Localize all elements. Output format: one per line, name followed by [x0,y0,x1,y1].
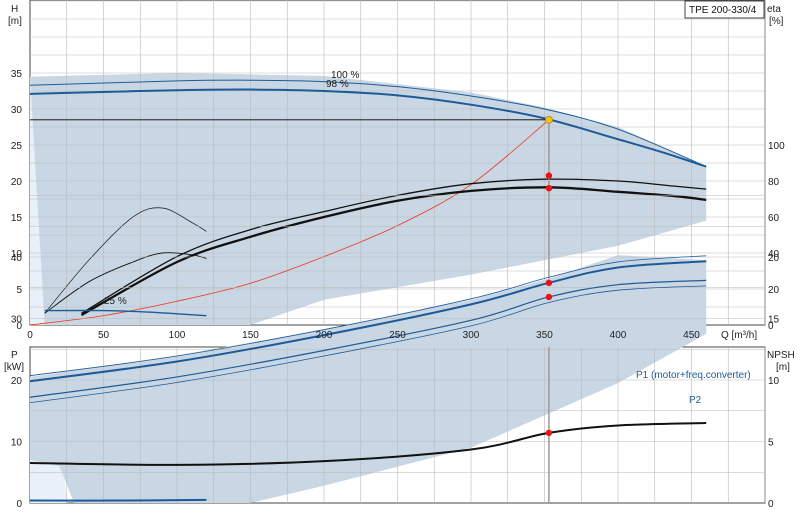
top-curves-layer [29,79,707,326]
duty-power-marker-2 [545,293,553,301]
annotation-25-percent: 25 % [104,296,127,307]
head-curve-25 [44,309,207,317]
y-left-tick-top: 35 [11,69,23,80]
y-right-tick-bottom: 0 [768,499,774,510]
x-tick-label: 50 [98,330,110,341]
y-right-tick-bottom: 15 [768,315,780,326]
duty-point-marker [545,115,553,124]
x-tick-label: 250 [389,330,406,341]
y-left-tick-bottom: 30 [11,315,23,326]
system-curve [29,119,550,326]
y-right-tick-top: 0 [768,321,774,332]
x-tick-label: 200 [316,330,333,341]
y-right-tick-top: 100 [768,141,785,152]
y-right-label-bottom: NPSH [767,350,795,361]
y-right-tick-top: 80 [768,177,780,188]
head-curve-100 [29,79,707,168]
p2-curve-inner [29,285,707,404]
p1-curve [29,260,707,383]
p1-curve-outer [29,255,707,377]
operating-range-bottom [30,255,707,503]
y-right-tick-top: 40 [768,249,780,260]
y-right-tick-bottom: 5 [768,438,774,449]
y-left-tick-bottom: 10 [11,438,23,449]
y-left-tick-top: 10 [11,249,23,260]
y-right-tick-bottom: 20 [768,253,780,264]
duty-power-marker-1 [545,279,553,287]
eta-curve-low-1 [44,207,207,314]
x-tick-label: 450 [683,330,700,341]
head-curve-98 [29,88,707,168]
y-right-unit-top: [%] [769,16,784,27]
annotation-100-percent: 100 % [331,70,359,81]
x-tick-label: 300 [463,330,480,341]
y-left-tick-top: 15 [11,213,23,224]
npsh-curve [29,422,707,466]
y-left-label-bottom: P [11,350,18,361]
y-right-tick-top: 60 [768,213,780,224]
y-left-tick-top: 0 [16,321,22,332]
y-left-tick-bottom: 20 [11,376,23,387]
duty-eta-marker-2 [545,185,553,192]
tick-labels-layer: 0 50 100 150 200 250 300 350 400 4500510152025303… [11,69,785,510]
x-tick-label: 150 [242,330,259,341]
p2-curve [29,279,707,398]
bottom-curves-layer [29,255,707,503]
y-right-tick-bottom: 10 [768,376,780,387]
eta-curve-2 [80,186,707,317]
y-left-tick-bottom: 40 [11,253,23,264]
bottom-fill-layer [30,255,707,503]
title-box [684,0,765,19]
series-label-p1: P1 (motor+freq.converter) [636,370,751,381]
eta-curve-1 [81,178,707,314]
y-left-label-top: H [11,4,18,15]
x-axis-label: Q [m³/h] [721,330,757,341]
x-tick-label: 400 [610,330,627,341]
x-tick-label: 100 [169,330,186,341]
y-right-label-top: eta [767,4,781,15]
x-tick-label: 0 [27,330,33,341]
x-tick-label: 350 [536,330,553,341]
annotation-98-percent: 98 % [326,79,349,90]
duty-eta-marker-1 [545,172,553,179]
y-left-tick-top: 25 [11,141,23,152]
y-left-tick-bottom: 0 [16,499,22,510]
y-right-tick-top: 20 [768,285,780,296]
chart-title: TPE 200-330/4 [689,5,757,16]
duty-npsh-marker [545,429,553,437]
y-left-tick-top: 5 [16,285,22,296]
y-right-unit-bottom: [m] [776,362,790,373]
y-left-tick-top: 20 [11,177,23,188]
series-label-p2: P2 [689,395,702,406]
y-left-tick-top: 30 [11,105,23,116]
p-curve-25 [29,498,207,502]
y-left-unit-top: [m] [8,16,22,27]
bottom-grid-layer [30,195,766,503]
eta-curve-low-2 [44,252,207,314]
y-left-unit-bottom: [kW] [4,362,24,373]
